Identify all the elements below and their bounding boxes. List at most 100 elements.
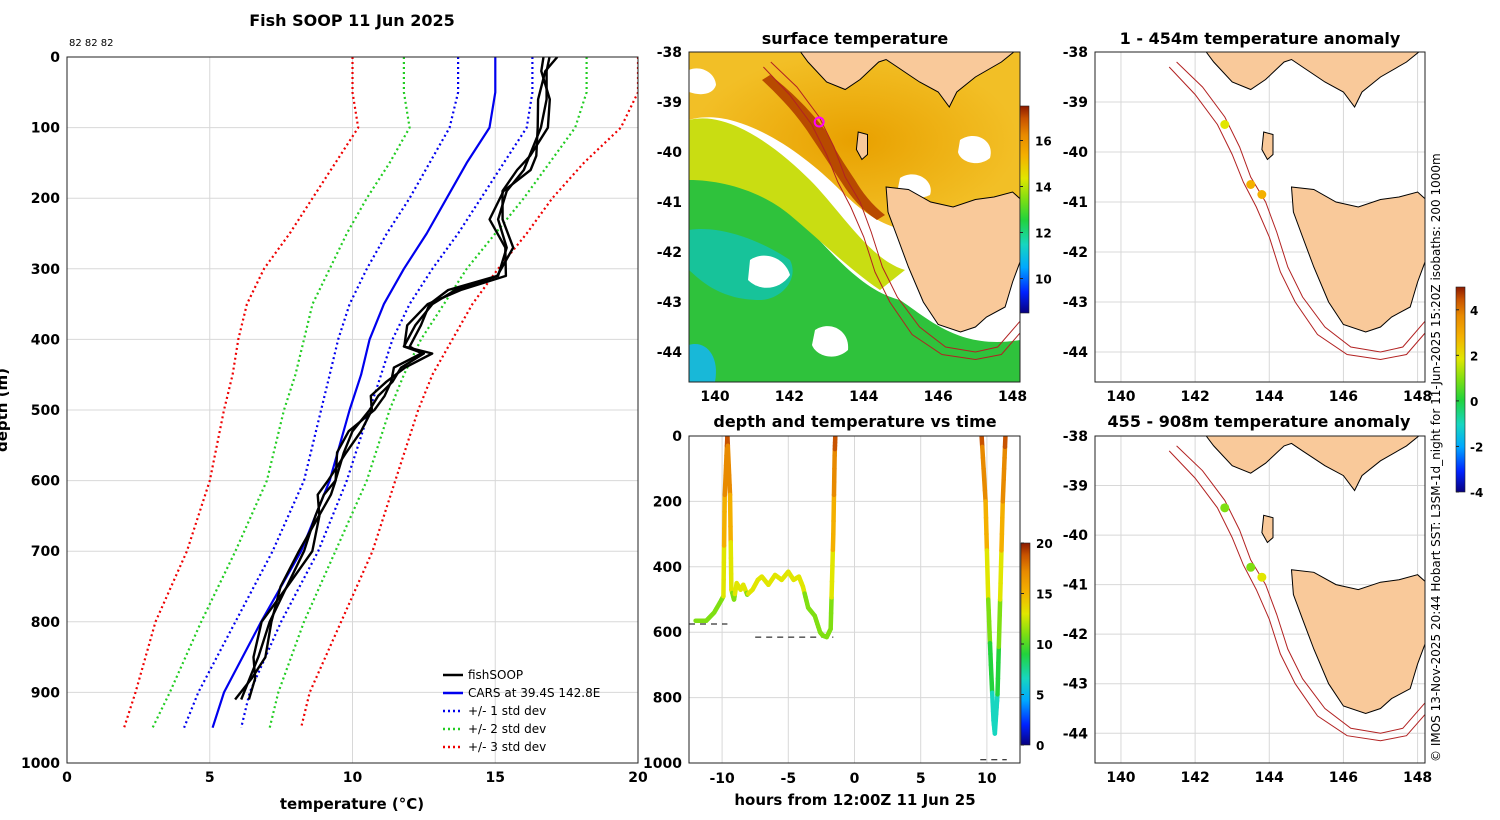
anomaly2-map bbox=[1168, 436, 1425, 742]
sst-cloud-gap bbox=[958, 136, 991, 164]
map-ytick-label: -40 bbox=[1063, 145, 1089, 161]
map-xtick-label: 140 bbox=[1106, 770, 1135, 786]
profile-gridlines bbox=[66, 56, 639, 764]
legend-label-std2: +/- 2 std dev bbox=[468, 722, 546, 736]
depthtime-ticks: -10 -5 0 5 10 0 200 400 600 800 1000 bbox=[643, 429, 997, 787]
fishsoop-location-marker bbox=[813, 116, 825, 128]
map-ytick-label: -44 bbox=[1063, 345, 1089, 361]
credits-text: © IMOS 13-Nov-2025 20:44 Hobart SST: L3S… bbox=[1429, 153, 1443, 762]
profile-ytick-label: 300 bbox=[31, 262, 60, 278]
anomaly2-map-overlay bbox=[1168, 436, 1425, 742]
profile-title: Fish SOOP 11 Jun 2025 bbox=[249, 11, 455, 30]
anomaly-point bbox=[1220, 120, 1230, 129]
profile-xtick-label: 10 bbox=[343, 770, 363, 786]
sst-colorbar-ticks: 10 12 14 16 bbox=[1020, 135, 1052, 287]
profile-xtick-label: 5 bbox=[205, 770, 215, 786]
depthtime-colorbar-label: 5 bbox=[1036, 689, 1044, 703]
profile-ytick-label: 400 bbox=[31, 332, 60, 348]
anomaly1-panel: 1 - 454m temperature anomaly 140 142 144 14… bbox=[1063, 29, 1432, 405]
std1-minus-line bbox=[183, 57, 460, 729]
sst-cool-water bbox=[689, 177, 1020, 382]
sst-colorbar-label: 10 bbox=[1035, 273, 1052, 287]
isobath-1000m bbox=[763, 66, 1020, 361]
std2-plus-line bbox=[268, 57, 588, 728]
anomaly-point bbox=[1246, 180, 1256, 189]
legend-label-std1: +/- 1 std dev bbox=[468, 704, 546, 718]
profile-ytick-label: 1000 bbox=[21, 756, 60, 772]
sst-cloud-gap bbox=[748, 255, 790, 288]
fishsoop-profile-cast bbox=[240, 57, 551, 700]
profile-ytick-label: 700 bbox=[31, 544, 60, 560]
king-island bbox=[855, 131, 868, 161]
depthtime-title: depth and temperature vs time bbox=[713, 412, 996, 431]
std3-minus-line bbox=[123, 57, 360, 729]
sst-cloud-gap bbox=[689, 68, 716, 95]
isobath-200m bbox=[770, 61, 1020, 353]
anomaly2-points bbox=[1220, 503, 1267, 582]
fishsoop-profile-cast bbox=[247, 57, 559, 700]
map-xtick-label: 144 bbox=[1255, 770, 1284, 786]
depthtime-xtick-label: 10 bbox=[977, 771, 997, 787]
profile-ytick-label: 100 bbox=[31, 121, 60, 137]
legend-label-std3: +/- 3 std dev bbox=[468, 740, 546, 754]
map-ytick-label: -39 bbox=[1063, 479, 1088, 495]
map-xtick-label: 146 bbox=[1329, 770, 1358, 786]
map-ytick-label: -43 bbox=[657, 295, 682, 311]
sst-colorbar-label: 12 bbox=[1035, 227, 1052, 241]
sst-colorbar-label: 16 bbox=[1035, 135, 1052, 149]
sst-warm-water bbox=[689, 52, 1020, 230]
depthtime-xtick-label: -10 bbox=[709, 771, 735, 787]
sst-colorbar bbox=[1019, 105, 1030, 314]
profile-ytick-label: 600 bbox=[31, 474, 60, 490]
map-xtick-label: 146 bbox=[1329, 389, 1358, 405]
depthtime-colorbar-label: 0 bbox=[1036, 739, 1044, 753]
depthtime-gridlines bbox=[689, 435, 1020, 764]
map-xtick-label: 142 bbox=[1180, 389, 1209, 405]
depthtime-xtick-label: -5 bbox=[781, 771, 797, 787]
sst-cold-patch bbox=[689, 344, 716, 382]
depthtime-colorbar-ticks: 0 5 10 15 20 bbox=[1021, 537, 1053, 753]
map-ytick-label: -38 bbox=[657, 45, 682, 61]
depthtime-ytick-label: 0 bbox=[672, 429, 682, 445]
depthtime-ytick-label: 800 bbox=[653, 691, 682, 707]
map-ytick-label: -44 bbox=[657, 345, 683, 361]
anomaly1-map bbox=[1168, 52, 1425, 361]
map-xtick-label: 144 bbox=[849, 389, 878, 405]
map-ytick-label: -41 bbox=[657, 195, 682, 211]
map-xtick-label: 148 bbox=[1403, 770, 1432, 786]
map-xtick-label: 140 bbox=[1106, 389, 1135, 405]
anomaly1-axes-box bbox=[1094, 51, 1426, 383]
sst-colorbar-label: 14 bbox=[1035, 181, 1052, 195]
map-xtick-label: 148 bbox=[1403, 389, 1432, 405]
anomaly2-ticks: 140 142 144 146 148 -38 -39 -40 -41 -42 -43 -44 bbox=[1063, 429, 1432, 786]
map-ytick-label: -40 bbox=[1063, 528, 1089, 544]
profile-ytick-label: 200 bbox=[31, 191, 60, 207]
anomaly2-axes-box bbox=[1094, 435, 1426, 764]
map-xtick-label: 142 bbox=[775, 389, 804, 405]
anomaly-point bbox=[1220, 503, 1230, 513]
anomaly2-title: 455 - 908m temperature anomaly bbox=[1108, 412, 1411, 431]
map-xtick-label: 148 bbox=[998, 389, 1027, 405]
map-ytick-label: -42 bbox=[1063, 245, 1088, 261]
anomaly-point bbox=[1246, 562, 1256, 572]
depthtime-colorbar-label: 10 bbox=[1036, 638, 1053, 652]
anomaly1-points bbox=[1220, 120, 1267, 199]
std2-minus-line bbox=[151, 57, 411, 729]
sst-ticks: 140 142 144 146 148 -38 -39 -40 -41 -42 -43 -44 bbox=[657, 45, 1027, 405]
fishsoop-profile-cast bbox=[234, 57, 551, 701]
map-ytick-label: -41 bbox=[1063, 195, 1088, 211]
mainland-australia bbox=[1205, 52, 1420, 108]
depthtime-ytick-label: 400 bbox=[653, 560, 682, 576]
anomaly-colorbar-label: 4 bbox=[1470, 304, 1478, 318]
isobath-1000m bbox=[1168, 450, 1425, 742]
anomaly1-map-overlay bbox=[1168, 52, 1425, 361]
depthtime-axes-box bbox=[688, 435, 1021, 764]
profile-ylabel: depth (m) bbox=[0, 368, 11, 452]
map-xtick-label: 146 bbox=[924, 389, 953, 405]
profile-panel: Fish SOOP 11 Jun 2025 82 82 82 0 5 10 15 200… bbox=[0, 11, 648, 813]
depthtime-colorbar-label: 20 bbox=[1036, 537, 1053, 551]
depthtime-series bbox=[689, 436, 1008, 761]
anomaly-colorbar-label: 2 bbox=[1470, 349, 1478, 363]
profile-ytick-label: 0 bbox=[50, 50, 60, 66]
std3-plus-line bbox=[300, 57, 638, 728]
